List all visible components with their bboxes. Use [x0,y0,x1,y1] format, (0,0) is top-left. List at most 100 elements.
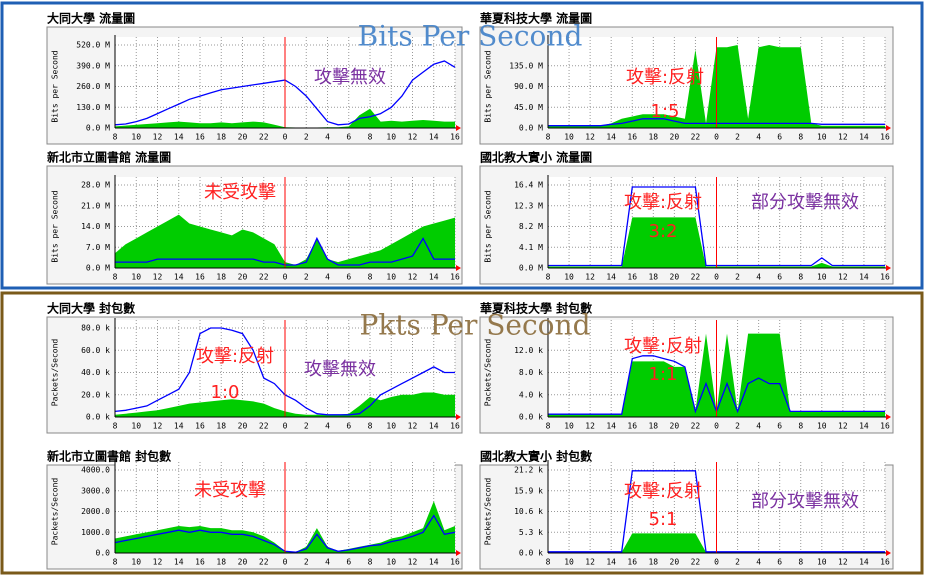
annotation: 3:2 [649,221,678,242]
x-tick-label: 14 [606,273,616,282]
x-tick-label: 12 [585,558,595,567]
y-tick-label: 135.0 M [509,61,543,70]
x-tick-label: 14 [859,133,869,142]
annotation: 攻擊:反射 [626,67,704,88]
y-tick-label: 260.0 M [76,82,110,91]
x-tick-label: 0 [283,422,288,431]
annotation: 未受攻擊 [204,182,276,203]
x-tick-label: 10 [386,558,396,567]
x-tick-label: 10 [386,273,396,282]
y-tick-label: 45.0 M [514,103,543,112]
x-tick-label: 18 [648,422,658,431]
x-tick-label: 18 [216,273,226,282]
bits-panel [0,1,924,290]
x-tick-label: 22 [259,558,269,567]
x-tick-label: 6 [346,558,351,567]
x-tick-label: 16 [195,273,205,282]
x-tick-label: 12 [838,558,848,567]
x-tick-label: 12 [153,133,163,142]
y-tick-label: 7.0 M [86,243,110,252]
x-tick-label: 22 [691,273,701,282]
x-tick-label: 8 [798,273,803,282]
x-tick-label: 20 [238,558,248,567]
y-tick-label: 1000.0 [81,528,110,537]
x-tick-label: 16 [195,422,205,431]
x-tick-label: 8 [113,273,118,282]
annotation: 攻擊:反射 [624,336,702,357]
y-tick-label: 8.2 M [519,222,543,231]
y-tick-label: 0.0 k [519,549,543,558]
annotation: 部分攻擊無效 [751,192,859,213]
y-axis-label: Packets/Second [51,478,60,546]
x-tick-label: 12 [153,273,163,282]
y-tick-label: 0.0 M [86,124,110,133]
x-tick-label: 2 [735,558,740,567]
x-tick-label: 8 [368,558,373,567]
y-tick-label: 130.0 M [76,103,110,112]
x-tick-label: 18 [216,133,226,142]
y-tick-label: 21.0 M [81,201,110,210]
y-axis-label: Bits per Second [484,190,493,262]
y-axis-label: Packets/Second [484,339,493,407]
x-tick-label: 16 [450,133,460,142]
in-traffic-area [115,108,455,128]
y-tick-label: 0.0 [96,549,111,558]
x-tick-label: 12 [585,422,595,431]
x-tick-label: 14 [174,133,184,142]
x-tick-label: 14 [429,273,439,282]
x-tick-label: 10 [564,422,574,431]
x-tick-label: 12 [153,422,163,431]
axis-arrow [886,414,891,420]
annotation: 攻擊:反射 [196,346,274,367]
x-tick-label: 12 [585,133,595,142]
x-tick-label: 18 [648,273,658,282]
y-tick-label: 12.3 M [514,201,543,210]
x-tick-label: 4 [325,558,330,567]
y-tick-label: 4.1 M [519,243,543,252]
x-tick-label: 6 [777,422,782,431]
x-tick-label: 8 [113,133,118,142]
x-tick-label: 14 [606,558,616,567]
x-tick-label: 10 [564,273,574,282]
x-tick-label: 12 [838,422,848,431]
x-tick-label: 20 [670,558,680,567]
y-tick-label: 90.0 M [514,82,543,91]
x-tick-label: 10 [131,422,141,431]
y-tick-label: 0.0 M [519,264,543,273]
x-tick-label: 2 [304,133,309,142]
y-axis-label: Bits per Second [484,50,493,122]
x-tick-label: 16 [880,273,890,282]
axis-arrow [456,265,461,271]
x-tick-label: 0 [714,558,719,567]
x-tick-label: 14 [606,133,616,142]
x-tick-label: 12 [153,558,163,567]
y-tick-label: 0.0 k [86,413,110,422]
y-tick-label: 14.0 M [81,222,110,231]
x-tick-label: 6 [777,133,782,142]
x-tick-label: 4 [756,558,761,567]
x-tick-label: 0 [714,133,719,142]
x-tick-label: 2 [735,273,740,282]
x-tick-label: 0 [714,273,719,282]
chart-title: 大同大學 封包數 [47,301,135,316]
axis-arrow [886,125,891,131]
y-tick-label: 28.0 M [81,181,110,190]
x-tick-label: 8 [546,558,551,567]
x-tick-label: 18 [648,558,658,567]
y-tick-label: 4000.0 [81,466,110,475]
x-tick-label: 0 [283,133,288,142]
x-tick-label: 14 [429,422,439,431]
x-tick-label: 14 [859,422,869,431]
x-tick-label: 16 [450,273,460,282]
y-axis-label: Bits per Second [51,50,60,122]
x-tick-label: 4 [325,273,330,282]
x-tick-label: 2 [735,133,740,142]
x-tick-label: 12 [838,273,848,282]
x-tick-label: 8 [546,422,551,431]
axis-arrow [456,550,461,556]
in-traffic-area [548,533,885,553]
x-tick-label: 16 [627,558,637,567]
x-tick-label: 20 [238,273,248,282]
in-traffic-area [548,333,885,417]
